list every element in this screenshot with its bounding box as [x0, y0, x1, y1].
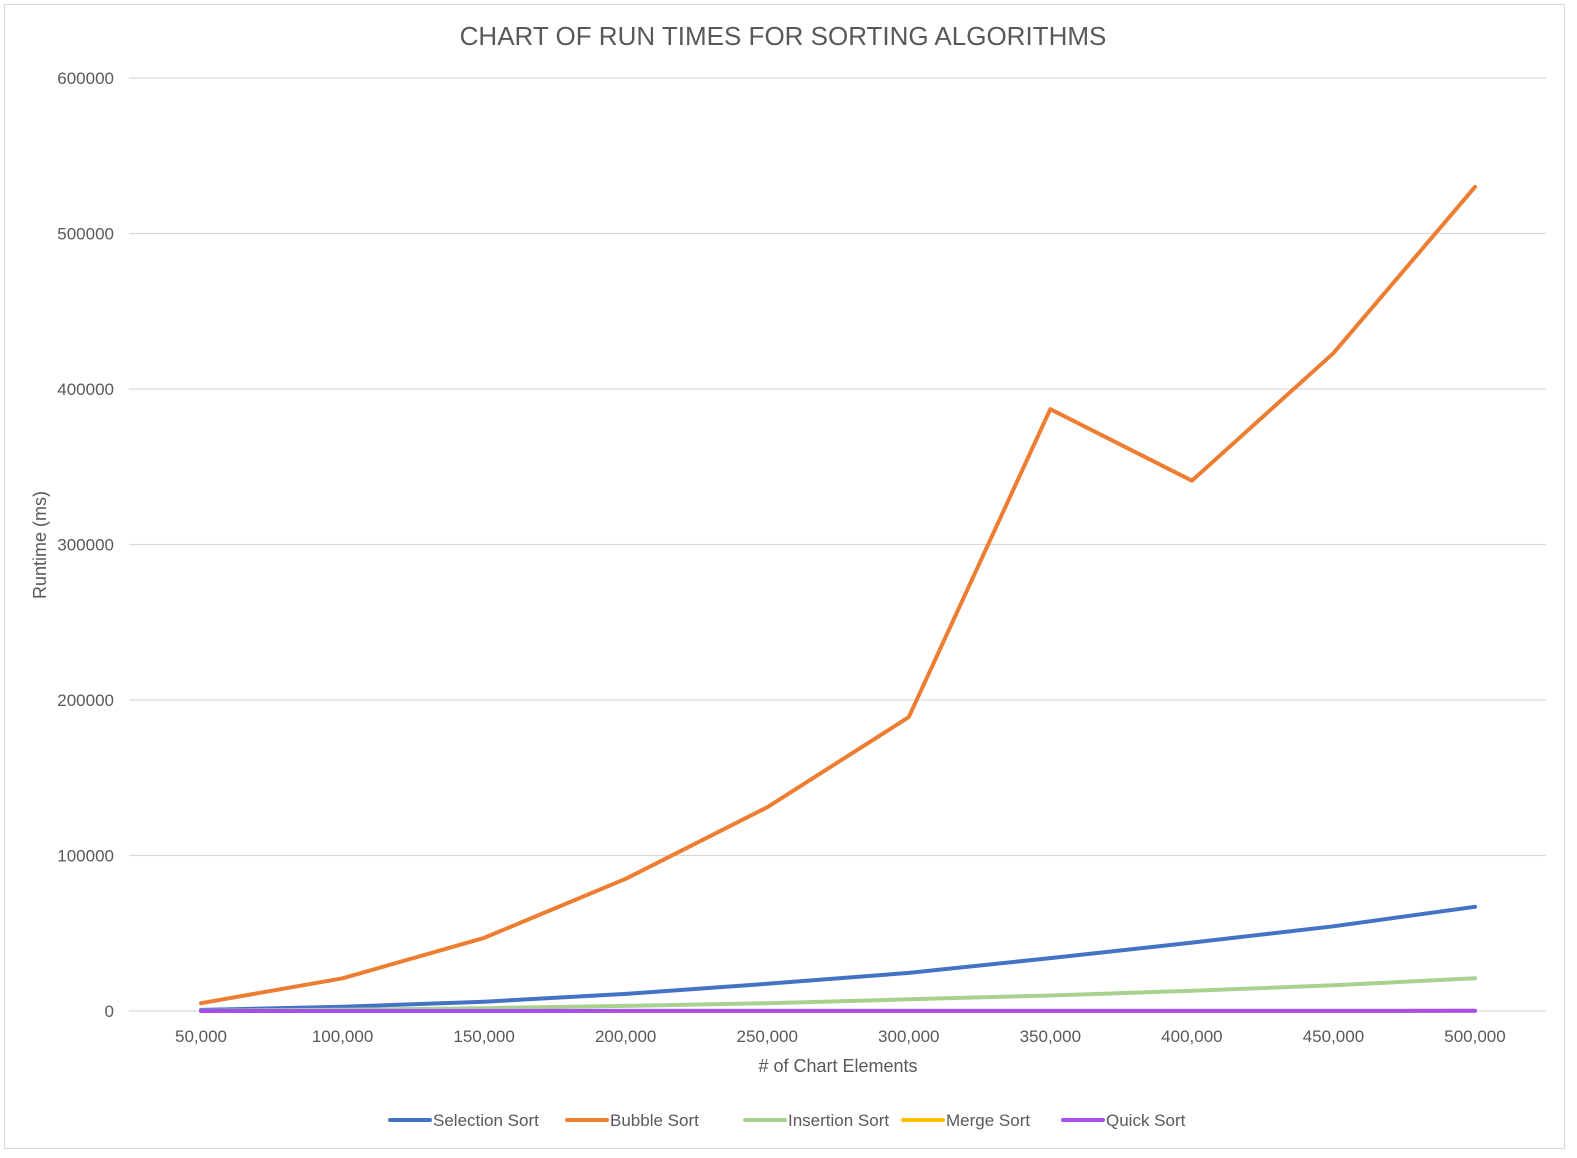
- legend-label: Quick Sort: [1106, 1111, 1186, 1130]
- legend-item-bubble-sort[interactable]: Bubble Sort: [565, 1111, 699, 1130]
- legend-item-insertion-sort[interactable]: Insertion Sort: [743, 1111, 889, 1130]
- legend-item-quick-sort[interactable]: Quick Sort: [1061, 1111, 1186, 1130]
- legend: Selection Sort Bubble Sort Insertion Sort M…: [388, 1111, 1186, 1130]
- legend-item-selection-sort[interactable]: Selection Sort: [388, 1111, 539, 1130]
- y-tick-label: 400000: [57, 380, 114, 399]
- series-lines: [199, 184, 1477, 1013]
- x-tick-label: 150,000: [453, 1027, 514, 1046]
- series-line-selection-sort: [199, 904, 1477, 1012]
- legend-label: Selection Sort: [433, 1111, 539, 1130]
- legend-item-merge-sort[interactable]: Merge Sort: [901, 1111, 1030, 1130]
- x-tick-label: 200,000: [595, 1027, 656, 1046]
- y-tick-label: 200000: [57, 691, 114, 710]
- y-axis-ticks: 0 100000 200000 300000 400000 500000 600000: [57, 69, 114, 1021]
- x-tick-label: 250,000: [736, 1027, 797, 1046]
- y-tick-label: 500000: [57, 225, 114, 244]
- x-tick-label: 50,000: [175, 1027, 227, 1046]
- y-tick-label: 0: [105, 1002, 114, 1021]
- gridlines: [129, 77, 1546, 1012]
- y-tick-label: 600000: [57, 69, 114, 88]
- legend-label: Bubble Sort: [610, 1111, 699, 1130]
- legend-label: Merge Sort: [946, 1111, 1030, 1130]
- x-tick-label: 400,000: [1161, 1027, 1222, 1046]
- y-axis-title: Runtime (ms): [30, 491, 50, 599]
- y-tick-label: 300000: [57, 536, 114, 555]
- x-axis-ticks: 50,000 100,000 150,000 200,000 250,000 300,00…: [175, 1027, 1506, 1046]
- x-tick-label: 100,000: [312, 1027, 373, 1046]
- legend-label: Insertion Sort: [788, 1111, 889, 1130]
- chart-title: CHART OF RUN TIMES FOR SORTING ALGORITHM…: [460, 21, 1107, 51]
- x-axis-title: # of Chart Elements: [758, 1056, 917, 1076]
- y-tick-label: 100000: [57, 847, 114, 866]
- x-tick-label: 450,000: [1303, 1027, 1364, 1046]
- chart-frame: [4, 4, 1565, 1149]
- x-tick-label: 350,000: [1020, 1027, 1081, 1046]
- x-tick-label: 300,000: [878, 1027, 939, 1046]
- series-line-bubble-sort: [199, 184, 1477, 1006]
- x-tick-label: 500,000: [1444, 1027, 1505, 1046]
